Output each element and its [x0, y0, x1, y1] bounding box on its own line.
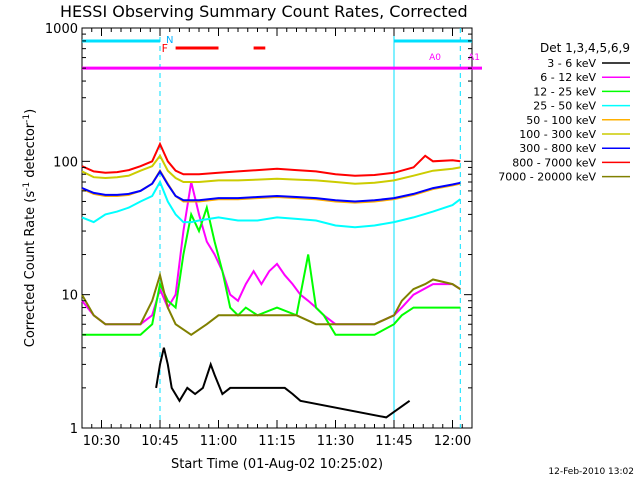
y-axis-label-sup1: -1 — [22, 182, 32, 191]
flare-bars: F — [162, 42, 266, 55]
series-line-6 — [81, 169, 461, 203]
x-tick-label-2: 11:00 — [200, 434, 237, 449]
series-line-3 — [81, 179, 461, 229]
series-lines — [81, 141, 461, 419]
night-bars: N — [82, 35, 472, 46]
y-tick-label-0: 1 — [70, 422, 78, 437]
event-lines — [159, 28, 461, 428]
night-label: N — [166, 35, 173, 46]
series-line-4 — [81, 168, 461, 204]
legend-label-3: 25 - 50 keV — [533, 100, 596, 113]
y-axis: 1 10 100 1000 — [45, 22, 472, 437]
y-tick-label-1: 10 — [61, 289, 78, 304]
x-tick-label-3: 11:15 — [258, 434, 295, 449]
y-axis-label-mid: detector — [23, 122, 38, 182]
y-tick-label-3: 1000 — [45, 22, 78, 37]
y-axis-label-main: Corrected Count Rate (s — [23, 191, 38, 348]
x-tick-label-6: 12:00 — [434, 434, 471, 449]
y-axis-label-sup2: -1 — [22, 114, 32, 123]
chart-title: HESSI Observing Summary Count Rates, Cor… — [60, 2, 468, 21]
x-tick-label-1: 10:45 — [141, 434, 178, 449]
series-line-8 — [81, 271, 461, 337]
plot-frame — [81, 27, 473, 429]
flare-label: F — [162, 42, 168, 55]
attenuator-label-0: A0 — [429, 53, 441, 63]
legend-label-7: 800 - 7000 keV — [512, 156, 596, 169]
footer-date: 12-Feb-2010 13:02 — [548, 467, 634, 477]
attenuator-line: A0 A1 — [82, 53, 482, 70]
y-axis-label-end: ) — [23, 109, 38, 114]
x-axis: 10:30 10:45 11:00 11:15 11:30 11:45 12:00 — [81, 28, 473, 449]
x-tick-label-5: 11:45 — [375, 434, 412, 449]
series-line-7 — [81, 141, 461, 177]
legend-label-0: 3 - 6 keV — [547, 57, 596, 70]
legend-title: Det 1,3,4,5,6,9 — [540, 41, 630, 55]
y-axis-label: Corrected Count Rate (s-1 detector-1) — [22, 109, 38, 347]
series-line-5 — [81, 153, 461, 185]
legend-label-2: 12 - 25 keV — [533, 85, 596, 98]
legend-label-8: 7000 - 20000 keV — [498, 171, 596, 184]
attenuator-label-1: A1 — [468, 53, 480, 63]
x-tick-label-0: 10:30 — [83, 434, 120, 449]
x-tick-label-4: 11:30 — [317, 434, 354, 449]
series-line-0 — [155, 347, 411, 419]
legend-label-1: 6 - 12 keV — [540, 71, 596, 84]
x-axis-label: Start Time (01-Aug-02 10:25:02) — [171, 457, 383, 472]
y-tick-label-2: 100 — [53, 155, 78, 170]
legend-label-6: 300 - 800 keV — [519, 142, 596, 155]
legend-label-4: 50 - 100 keV — [526, 114, 596, 127]
legend-label-5: 100 - 300 keV — [519, 128, 596, 141]
